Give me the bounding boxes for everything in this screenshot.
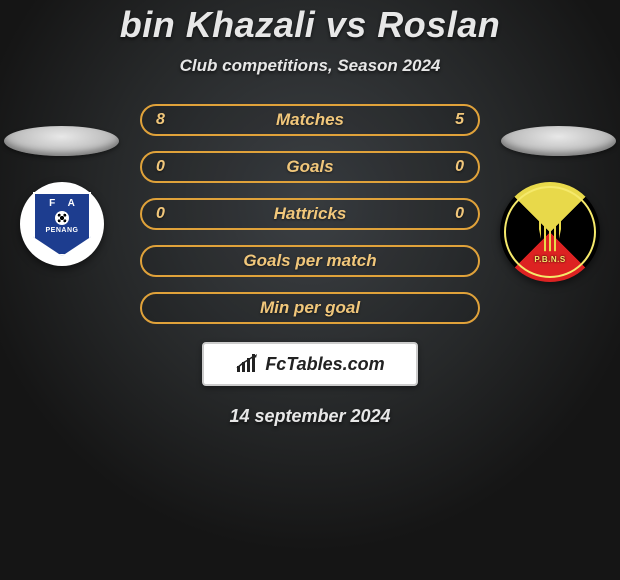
stat-row: 0 Hattricks 0	[140, 198, 480, 230]
stats-table: 8 Matches 5 0 Goals 0 0 Hattricks 0 Goals per mat…	[140, 104, 480, 324]
football-icon	[55, 211, 69, 225]
chart-icon	[235, 354, 259, 374]
date-label: 14 september 2024	[0, 406, 620, 427]
stat-value-right: 5	[455, 111, 464, 129]
stat-label: Goals	[286, 157, 333, 177]
stat-label: Matches	[276, 110, 344, 130]
stat-row: Min per goal	[140, 292, 480, 324]
stat-row: 8 Matches 5	[140, 104, 480, 136]
player-base-left	[4, 126, 119, 156]
stat-value-right: 0	[455, 205, 464, 223]
club-crest-right: P.B.N.S	[500, 182, 600, 282]
penang-label: PENANG	[46, 227, 79, 234]
stat-value-left: 0	[156, 158, 165, 176]
stat-row: 0 Goals 0	[140, 151, 480, 183]
stat-row: Goals per match	[140, 245, 480, 277]
pbns-label: P.B.N.S	[500, 255, 600, 264]
stat-label: Goals per match	[243, 251, 376, 271]
stat-label: Min per goal	[260, 298, 360, 318]
stat-value-left: 0	[156, 205, 165, 223]
stat-value-right: 0	[455, 158, 464, 176]
penang-shield: F A PENANG	[33, 192, 91, 256]
page-subtitle: Club competitions, Season 2024	[0, 56, 620, 76]
penang-fa-text: F A	[49, 198, 80, 209]
branding-text: FcTables.com	[265, 354, 384, 375]
player-base-right	[501, 126, 616, 156]
stat-label: Hattricks	[274, 204, 347, 224]
infographic-container: bin Khazali vs Roslan Club competitions,…	[0, 0, 620, 580]
branding-box: FcTables.com	[202, 342, 418, 386]
page-title: bin Khazali vs Roslan	[0, 4, 620, 46]
club-crest-left: F A PENANG	[20, 182, 104, 266]
stat-value-left: 8	[156, 111, 165, 129]
